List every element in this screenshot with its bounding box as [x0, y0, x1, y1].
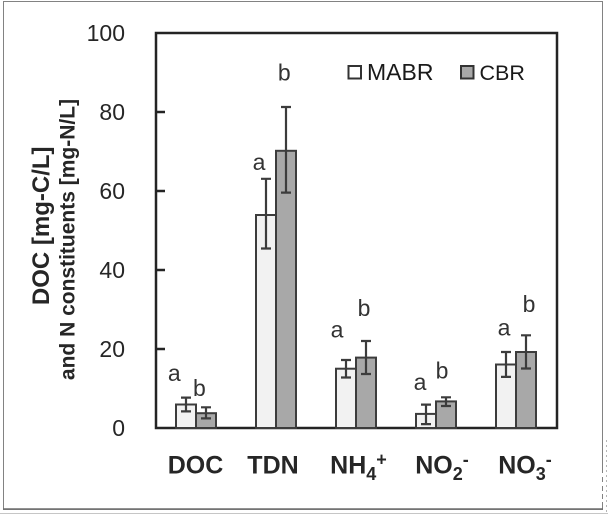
svg-text:TDN: TDN — [247, 452, 298, 480]
svg-text:b: b — [436, 358, 449, 384]
svg-text:60: 60 — [99, 178, 125, 204]
svg-text:20: 20 — [99, 336, 125, 362]
svg-text:a: a — [253, 149, 266, 175]
svg-text:b: b — [358, 295, 371, 321]
svg-text:40: 40 — [99, 257, 125, 283]
svg-text:b: b — [193, 375, 206, 401]
svg-text:DOC: DOC — [168, 452, 224, 480]
svg-text:DOC [mg-C/L]: DOC [mg-C/L] — [28, 146, 55, 305]
svg-text:b: b — [278, 59, 291, 85]
svg-text:a: a — [414, 369, 427, 395]
svg-text:a: a — [498, 315, 511, 341]
svg-text:CBR: CBR — [480, 61, 525, 85]
svg-text:80: 80 — [99, 99, 125, 125]
svg-text:0: 0 — [112, 415, 125, 441]
svg-text:MABR: MABR — [367, 59, 433, 85]
svg-text:and N constituents [mg-N/L]: and N constituents [mg-N/L] — [57, 99, 80, 380]
svg-text:a: a — [331, 317, 344, 343]
svg-text:b: b — [523, 291, 536, 317]
svg-text:100: 100 — [87, 20, 125, 46]
svg-text:a: a — [168, 360, 181, 386]
